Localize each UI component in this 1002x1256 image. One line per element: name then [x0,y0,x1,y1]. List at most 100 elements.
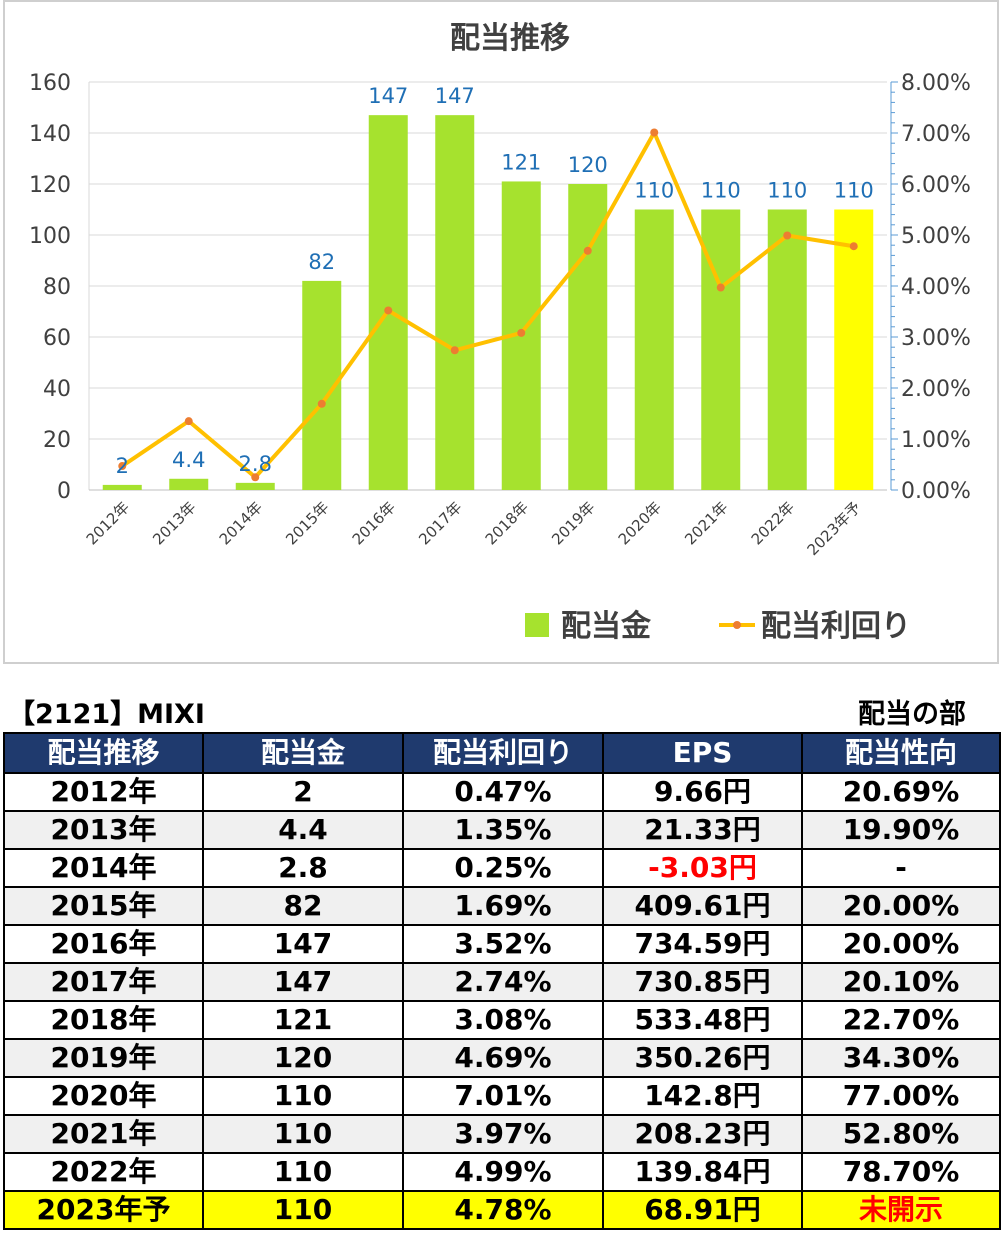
table-row: 2013年 4.4 1.35% 21.33円 19.90% [3,810,1001,850]
table-row: 2022年 110 4.99% 139.84円 78.70% [3,1152,1001,1192]
legend-label-yield: 配当利回り [761,609,911,644]
header-year: 配当推移 [3,732,204,774]
x-tick-label: 2013年 [149,498,199,548]
y-right-tick-label: 2.00% [901,377,971,402]
y-right-tick-label: 3.00% [901,326,971,351]
cell-eps: 730.85円 [602,962,803,1002]
cell-payout: 34.30% [801,1038,1001,1078]
table-row: 2012年 2 0.47% 9.66円 20.69% [3,772,1001,812]
cell-dividend: 120 [202,1038,404,1078]
legend-label-dividend: 配当金 [561,609,652,644]
marker-yield [317,399,326,408]
cell-dividend: 147 [202,924,404,964]
cell-yield: 2.74% [402,962,604,1002]
cell-payout: 77.00% [801,1076,1001,1116]
cell-yield: 4.69% [402,1038,604,1078]
cell-eps: 533.48円 [602,1000,803,1040]
y-left-tick-label: 40 [43,377,71,402]
cell-payout: 20.00% [801,924,1001,964]
cell-dividend: 110 [202,1114,404,1154]
cell-eps: 734.59円 [602,924,803,964]
bar-data-label: 110 [634,179,674,203]
y-left-tick-label: 140 [29,122,71,147]
cell-payout: 22.70% [801,1000,1001,1040]
legend-swatch-dividend [525,613,549,637]
cell-dividend: 2.8 [202,848,404,888]
table-row: 2016年 147 3.52% 734.59円 20.00% [3,924,1001,964]
cell-payout: 20.10% [801,962,1001,1002]
table-row: 2020年 110 7.01% 142.8円 77.00% [3,1076,1001,1116]
cell-eps: 350.26円 [602,1038,803,1078]
marker-yield [118,462,127,471]
cell-year: 2020年 [3,1076,204,1116]
section-label: 配当の部 [858,699,966,730]
bar-data-label: 110 [834,179,874,203]
cell-year: 2018年 [3,1000,204,1040]
cell-year: 2023年予 [3,1190,204,1230]
cell-eps: -3.03円 [602,848,803,888]
bar-dividend [568,184,608,490]
table-caption-row: 【2121】MIXI 配当の部 [8,692,994,730]
cell-dividend: 4.4 [202,810,404,850]
cell-payout: 20.69% [801,772,1001,812]
cell-yield: 7.01% [402,1076,604,1116]
y-right-tick-label: 4.00% [901,275,971,300]
marker-yield [583,246,592,255]
x-tick-label: 2012年 [83,498,133,548]
y-left-tick-label: 0 [57,479,71,504]
table-row: 2023年予 110 4.78% 68.91円 未開示 [3,1190,1001,1230]
cell-payout: - [801,848,1001,888]
x-tick-label: 2020年 [615,498,665,548]
marker-yield [184,417,193,426]
cell-dividend: 82 [202,886,404,926]
marker-yield [450,346,459,355]
x-tick-label: 2019年 [548,498,598,548]
cell-payout: 未開示 [801,1190,1001,1230]
cell-dividend: 110 [202,1152,404,1192]
y-left-tick-label: 100 [29,224,71,249]
cell-eps: 68.91円 [602,1190,803,1230]
y-left-tick-label: 80 [43,275,71,300]
bar-data-label: 2.8 [239,452,272,476]
dividend-table: 配当推移 配当金 配当利回り EPS 配当性向 2012年 2 0.47% 9.66円… [3,732,1001,1230]
cell-eps: 208.23円 [602,1114,803,1154]
header-eps: EPS [602,732,803,774]
cell-yield: 4.99% [402,1152,604,1192]
header-dividend: 配当金 [202,732,404,774]
table-body: 2012年 2 0.47% 9.66円 20.69% 2013年 4.4 1.35% 21.33… [3,772,1001,1230]
y-right-tick-label: 0.00% [901,479,971,504]
bar-dividend [169,478,209,490]
stock-label: 【2121】MIXI [8,699,205,730]
marker-yield [650,128,659,137]
cell-dividend: 147 [202,962,404,1002]
bar-data-label: 4.4 [172,448,205,472]
cell-year: 2016年 [3,924,204,964]
y-right-tick-label: 1.00% [901,428,971,453]
cell-yield: 1.35% [402,810,604,850]
cell-yield: 0.25% [402,848,604,888]
x-tick-label: 2017年 [415,498,465,548]
bar-data-label: 147 [368,84,408,108]
cell-payout: 78.70% [801,1152,1001,1192]
header-yield: 配当利回り [402,732,604,774]
cell-dividend: 121 [202,1000,404,1040]
x-tick-label: 2016年 [349,498,399,548]
cell-eps: 139.84円 [602,1152,803,1192]
cell-year: 2013年 [3,810,204,850]
bar-dividend [235,482,275,490]
chart-panel: 配当推移 0 20 40 60 80 100 120 140 160 0.00% 1.00% 2.00%… [3,0,999,664]
cell-yield: 3.52% [402,924,604,964]
cell-dividend: 110 [202,1190,404,1230]
bar-data-label: 120 [568,153,608,177]
chart-title: 配当推移 [450,21,570,56]
y-right-tick-label: 5.00% [901,224,971,249]
table-header-row: 配当推移 配当金 配当利回り EPS 配当性向 [3,732,1001,774]
cell-payout: 19.90% [801,810,1001,850]
marker-yield [716,283,725,292]
dividend-chart: 配当推移 0 20 40 60 80 100 120 140 160 0.00% 1.00% 2.00%… [29,21,971,644]
cell-year: 2019年 [3,1038,204,1078]
cell-year: 2017年 [3,962,204,1002]
marker-yield [783,231,792,240]
cell-eps: 409.61円 [602,886,803,926]
header-payout: 配当性向 [801,732,1001,774]
